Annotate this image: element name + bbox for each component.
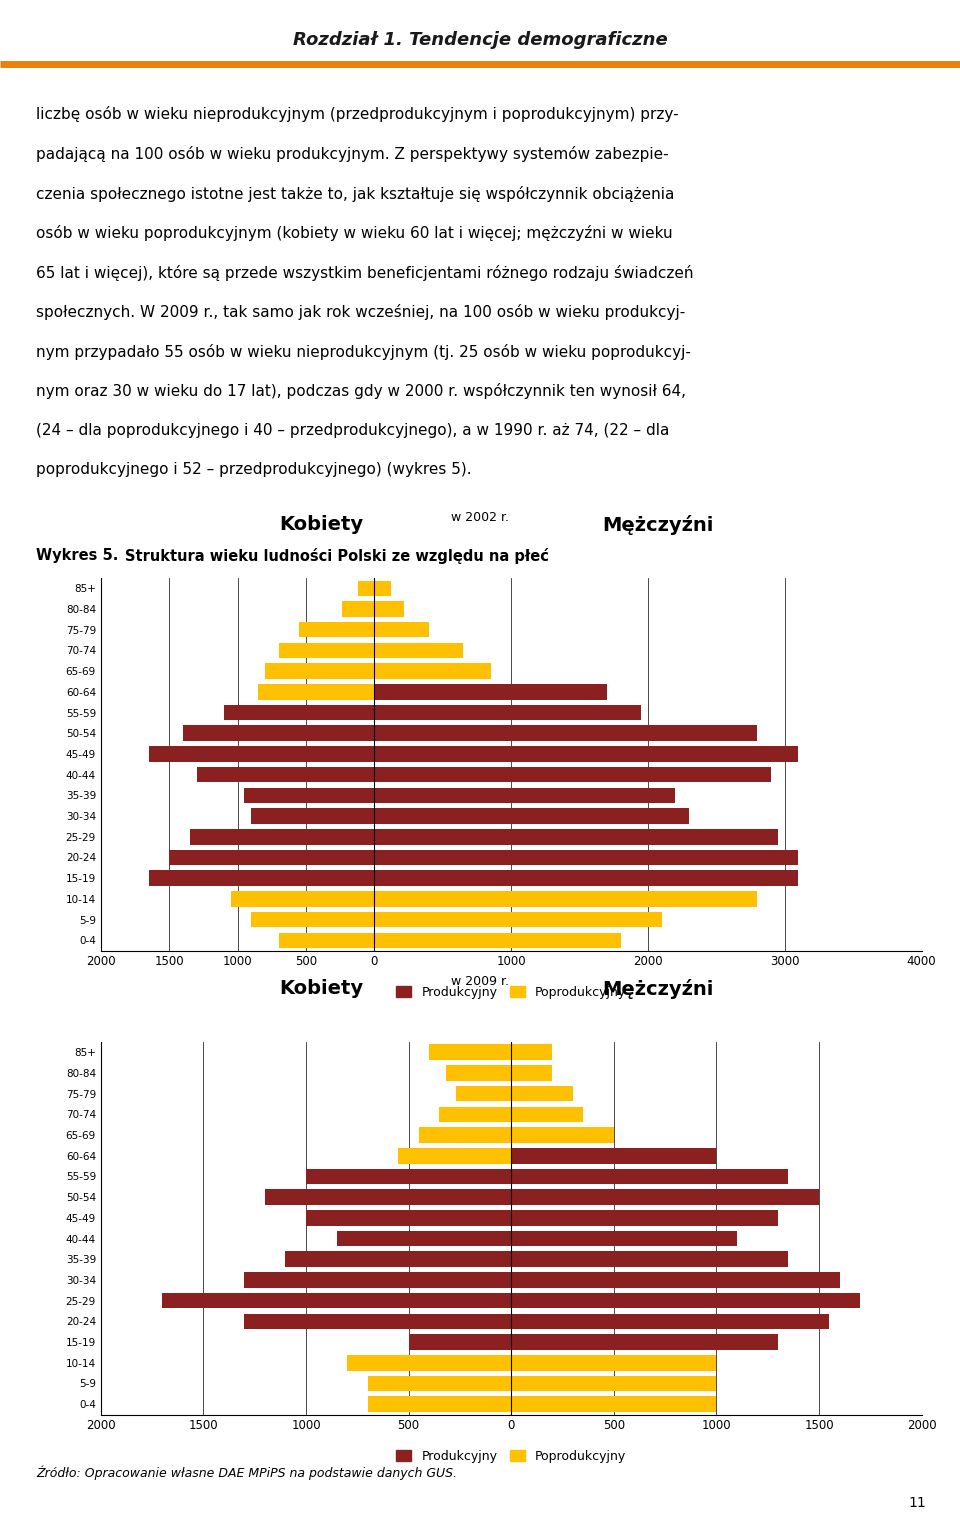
Text: Rozdział 1. Tendencje demograficzne: Rozdział 1. Tendencje demograficzne — [293, 30, 667, 49]
Bar — [197, 767, 374, 782]
Bar — [511, 1189, 819, 1205]
Bar — [374, 747, 799, 762]
Bar — [374, 704, 641, 721]
Bar — [342, 601, 374, 618]
Bar — [511, 1127, 613, 1142]
Bar — [511, 1334, 778, 1349]
Bar — [398, 1148, 511, 1164]
Text: liczbę osób w wieku nieprodukcyjnym (przedprodukcyjnym i poprodukcyjnym) przy-: liczbę osób w wieku nieprodukcyjnym (prz… — [36, 106, 679, 123]
Bar — [278, 932, 374, 948]
Bar — [429, 1045, 511, 1060]
Bar — [245, 1272, 511, 1288]
Bar — [374, 663, 491, 678]
Bar — [245, 788, 374, 803]
Bar — [169, 850, 374, 865]
Bar — [419, 1127, 511, 1142]
Bar — [456, 1086, 511, 1101]
Text: padającą na 100 osób w wieku produkcyjnym. Z perspektywy systemów zabezpie-: padającą na 100 osób w wieku produkcyjny… — [36, 146, 669, 163]
Bar — [511, 1086, 573, 1101]
Bar — [511, 1293, 860, 1308]
Bar — [374, 932, 620, 948]
Bar — [374, 767, 771, 782]
Bar — [440, 1107, 511, 1122]
Text: Kobiety: Kobiety — [279, 516, 364, 534]
Bar — [374, 829, 778, 844]
Bar — [374, 581, 391, 596]
Bar — [511, 1230, 737, 1246]
Text: nym przypadało 55 osób w wieku nieprodukcyjnym (tj. 25 osób w wieku poprodukcyj-: nym przypadało 55 osób w wieku nieproduk… — [36, 344, 691, 360]
Bar — [149, 747, 374, 762]
Bar — [511, 1396, 716, 1411]
Bar — [230, 891, 374, 907]
Bar — [511, 1168, 788, 1185]
Bar — [337, 1230, 511, 1246]
Bar — [374, 870, 799, 885]
Legend: Produkcyjny, Poprodukcyjny: Produkcyjny, Poprodukcyjny — [392, 1445, 631, 1468]
Text: w 2002 r.: w 2002 r. — [451, 511, 509, 523]
Bar — [252, 808, 374, 824]
Bar — [374, 601, 404, 618]
Bar — [292, 684, 374, 700]
Bar — [374, 788, 675, 803]
Bar — [511, 1065, 552, 1081]
Bar — [511, 1252, 788, 1267]
Bar — [285, 1252, 511, 1267]
Bar — [511, 1355, 716, 1370]
Bar — [511, 1272, 839, 1288]
Bar — [358, 581, 374, 596]
Text: Źródło: Opracowanie własne DAE MPiPS na podstawie danych GUS.: Źródło: Opracowanie własne DAE MPiPS na … — [36, 1465, 458, 1480]
Bar — [149, 870, 374, 885]
Bar — [374, 726, 757, 741]
Text: poprodukcyjnego i 52 – przedprodukcyjnego) (wykres 5).: poprodukcyjnego i 52 – przedprodukcyjneg… — [36, 462, 472, 478]
Bar — [347, 1355, 511, 1370]
Text: osób w wieku poprodukcyjnym (kobiety w wieku 60 lat i więcej; mężczyźni w wieku: osób w wieku poprodukcyjnym (kobiety w w… — [36, 225, 673, 242]
Bar — [368, 1375, 511, 1392]
Bar — [374, 643, 464, 659]
Bar — [368, 1396, 511, 1411]
Bar — [300, 622, 374, 637]
Text: czenia społecznego istotne jest także to, jak kształtuje się współczynnik obciąż: czenia społecznego istotne jest także to… — [36, 186, 675, 202]
Bar — [374, 911, 661, 928]
Text: (24 – dla poprodukcyjnego i 40 – przedprodukcyjnego), a w 1990 r. aż 74, (22 – d: (24 – dla poprodukcyjnego i 40 – przedpr… — [36, 423, 670, 438]
Legend: Produkcyjny, Poprodukcyjny: Produkcyjny, Poprodukcyjny — [392, 981, 631, 1004]
Bar — [224, 704, 374, 721]
Text: Mężczyźni: Mężczyźni — [602, 514, 713, 535]
Bar — [511, 1314, 829, 1329]
Bar — [511, 1211, 778, 1226]
Bar — [258, 684, 374, 700]
Bar — [374, 808, 689, 824]
Text: 11: 11 — [909, 1495, 926, 1510]
Bar — [511, 1375, 716, 1392]
Text: społecznych. W 2009 r., tak samo jak rok wcześniej, na 100 osób w wieku produkcy: społecznych. W 2009 r., tak samo jak rok… — [36, 304, 685, 321]
Bar — [278, 643, 374, 659]
Bar — [409, 1334, 511, 1349]
Bar — [265, 663, 374, 678]
Bar — [491, 1148, 511, 1164]
Bar — [245, 1314, 511, 1329]
Text: w 2009 r.: w 2009 r. — [451, 975, 509, 987]
Bar — [374, 850, 799, 865]
Bar — [306, 1168, 511, 1185]
Text: Wykres 5.: Wykres 5. — [36, 548, 119, 563]
Bar — [182, 726, 374, 741]
Bar — [252, 911, 374, 928]
Text: 65 lat i więcej), które są przede wszystkim beneficjentami różnego rodzaju świad: 65 lat i więcej), które są przede wszyst… — [36, 265, 694, 281]
Bar — [511, 1107, 583, 1122]
Text: Struktura wieku ludności Polski ze względu na płeć: Struktura wieku ludności Polski ze wzglę… — [125, 548, 549, 564]
Text: Mężczyźni: Mężczyźni — [602, 978, 713, 999]
Bar — [511, 1045, 552, 1060]
Bar — [306, 1211, 511, 1226]
Bar — [265, 1189, 511, 1205]
Bar — [162, 1293, 511, 1308]
Bar — [190, 829, 374, 844]
Bar — [445, 1065, 511, 1081]
Bar — [511, 1148, 716, 1164]
Text: Kobiety: Kobiety — [279, 980, 364, 998]
Bar — [374, 622, 429, 637]
Text: nym oraz 30 w wieku do 17 lat), podczas gdy w 2000 r. współczynnik ten wynosił 6: nym oraz 30 w wieku do 17 lat), podczas … — [36, 383, 686, 400]
Bar — [374, 891, 757, 907]
Bar — [374, 684, 607, 700]
